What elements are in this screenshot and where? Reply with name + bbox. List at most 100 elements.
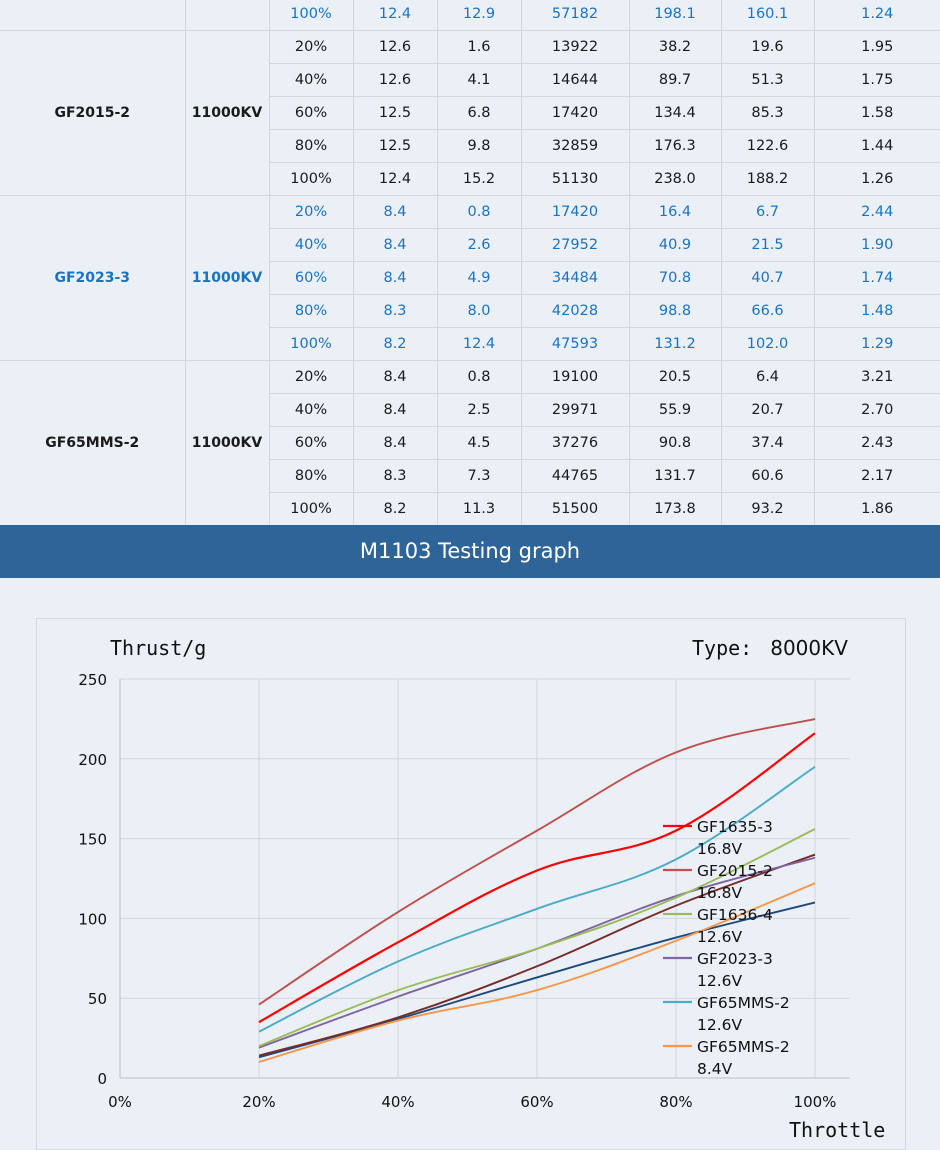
x-tick-label: 0% [108, 1093, 132, 1111]
power-cell: 21.5 [720, 228, 815, 262]
chart-gridlines [119, 678, 850, 1079]
spec-table: 100% 12.4 12.9 57182 198.1 160.1 1.24 GF2015-2 1… [0, 0, 940, 526]
rpm-cell: 14644 [520, 63, 630, 97]
legend-sublabel: 12.6V [697, 972, 743, 990]
x-tick-label: 40% [381, 1093, 414, 1111]
y-tick-label: 100 [78, 910, 107, 928]
model-cell: GF2023-3 [0, 195, 186, 361]
throttle-cell: 100% [269, 327, 354, 361]
efficiency-cell: 1.90 [813, 228, 940, 262]
thrust-cell: 70.8 [628, 261, 722, 295]
current-cell: 12.4 [436, 327, 522, 361]
rpm-cell: 27952 [520, 228, 630, 262]
legend-label: GF65MMS-2 [697, 994, 790, 1012]
legend-label: GF2015-2 [697, 862, 773, 880]
current-cell: 9.8 [436, 129, 522, 163]
power-cell: 37.4 [720, 426, 815, 460]
efficiency-cell: 2.70 [813, 393, 940, 427]
model-cell: GF65MMS-2 [0, 360, 186, 526]
efficiency-cell: 2.43 [813, 426, 940, 460]
series-line [258, 732, 816, 1024]
power-cell: 66.6 [720, 294, 815, 328]
voltage-cell: 8.4 [352, 228, 438, 262]
rpm-cell: 19100 [520, 360, 630, 394]
power-cell: 6.4 [720, 360, 815, 394]
rpm-cell: 51500 [520, 492, 630, 526]
throttle-cell: 20% [268, 30, 354, 64]
y-tick-label: 150 [78, 831, 107, 849]
series-line [258, 765, 816, 1033]
table-row: GF2015-2 11000KV 20% 12.6 1.6 13922 38.2 19.6 1.… [0, 30, 940, 196]
throttle-cell: 80% [269, 129, 354, 163]
series-line [258, 828, 816, 1047]
power-cell: 51.3 [720, 63, 815, 97]
efficiency-cell: 1.44 [813, 129, 940, 163]
voltage-cell: 12.6 [352, 63, 438, 97]
current-cell: 11.3 [436, 492, 522, 526]
y-tick-label: 0 [97, 1070, 107, 1088]
voltage-cell: 8.2 [352, 327, 438, 361]
series-line [258, 853, 816, 1057]
efficiency-cell: 1.29 [813, 327, 940, 361]
y-axis-title: Thrust/g [110, 636, 207, 660]
power-cell: 102.0 [720, 327, 815, 361]
x-axis-title: Throttle [789, 1118, 886, 1142]
voltage-cell: 8.4 [352, 393, 438, 427]
x-tick-label: 100% [794, 1093, 837, 1111]
table-row: GF65MMS-2 11000KV 20% 8.4 0.8 19100 20.5 6.4 3.2… [0, 360, 940, 526]
voltage-cell: 12.4 [352, 162, 438, 196]
rpm-cell: 37276 [520, 426, 630, 460]
legend-sublabel: 8.4V [697, 1060, 733, 1078]
power-cell: 122.6 [720, 129, 815, 163]
legend-label: GF2023-3 [697, 950, 773, 968]
efficiency-cell: 1.48 [813, 294, 940, 328]
legend-sublabel: 12.6V [697, 928, 743, 946]
power-cell: 20.7 [720, 393, 815, 427]
rpm-cell: 51130 [520, 162, 630, 196]
power-cell: 19.6 [720, 30, 815, 64]
efficiency-cell: 1.58 [813, 96, 940, 130]
voltage-cell: 12.5 [352, 96, 438, 130]
throttle-cell: 40% [269, 393, 354, 427]
thrust-cell: 173.8 [628, 492, 722, 526]
thrust-cell: 89.7 [628, 63, 722, 97]
y-tick-label: 200 [78, 751, 107, 769]
voltage-cell: 8.4 [352, 360, 438, 394]
table-row: 40% 8.4 2.5 29971 55.9 20.7 2.70 [0, 393, 940, 427]
chart-type-label: Type: 8000KV [692, 636, 848, 660]
x-tick-label: 60% [520, 1093, 553, 1111]
series-line [258, 882, 816, 1063]
table-row: 40% 12.6 4.1 14644 89.7 51.3 1.75 [0, 63, 940, 97]
kv-cell: 11000KV [184, 360, 270, 526]
type-label-value: 8000KV [770, 636, 848, 660]
rpm-cell: 57182 [520, 0, 630, 31]
throttle-cell: 60% [269, 426, 354, 460]
section-banner: M1103 Testing graph [0, 525, 940, 578]
table-row: 80% 8.3 8.0 42028 98.8 66.6 1.48 [0, 294, 940, 328]
throttle-cell: 100% [269, 162, 354, 196]
thrust-cell: 198.1 [628, 0, 722, 31]
current-cell: 7.3 [436, 459, 522, 493]
voltage-cell: 12.5 [352, 129, 438, 163]
type-label-key: Type: [692, 636, 753, 660]
thrust-cell: 131.7 [628, 459, 722, 493]
rpm-cell: 32859 [520, 129, 630, 163]
throttle-cell: 60% [269, 261, 354, 295]
current-cell: 0.8 [436, 360, 522, 394]
rpm-cell: 34484 [520, 261, 630, 295]
efficiency-cell: 1.86 [813, 492, 940, 526]
chart-frame [36, 618, 906, 1150]
efficiency-cell: 1.75 [813, 63, 940, 97]
throttle-cell: 80% [269, 459, 354, 493]
throttle-cell: 40% [269, 228, 354, 262]
power-cell: 93.2 [720, 492, 815, 526]
current-cell: 4.9 [436, 261, 522, 295]
power-cell: 188.2 [720, 162, 815, 196]
model-cell: GF2015-2 [0, 30, 186, 196]
y-tick-label: 250 [78, 671, 107, 689]
thrust-cell: 20.5 [628, 360, 722, 394]
current-cell: 1.6 [436, 30, 522, 64]
voltage-cell: 8.4 [352, 261, 438, 295]
current-cell: 2.6 [436, 228, 522, 262]
